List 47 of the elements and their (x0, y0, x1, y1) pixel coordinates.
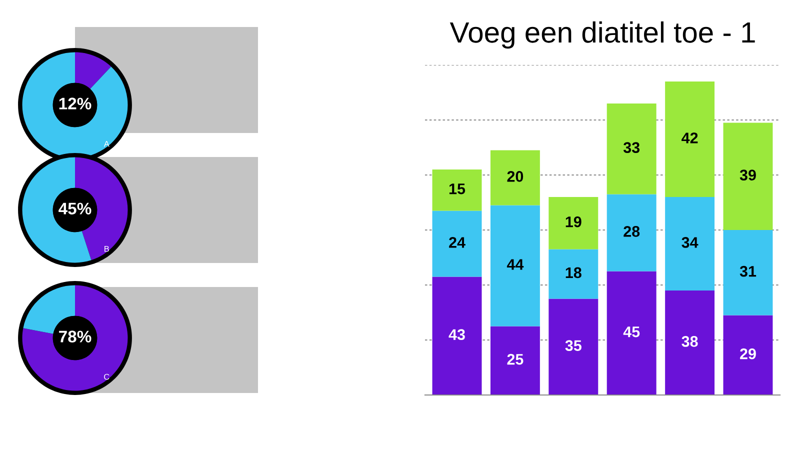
data-label: 20 (507, 171, 524, 182)
bar (548, 197, 598, 250)
bar (606, 194, 656, 272)
data-label: 24 (449, 237, 466, 248)
bar (665, 197, 715, 290)
donut-slice (22, 52, 128, 158)
bar (548, 249, 598, 299)
donut-slice (22, 285, 128, 391)
bar (606, 271, 656, 395)
data-label: 45 (623, 326, 640, 338)
data-label: 34 (682, 237, 698, 248)
text: B (104, 246, 109, 252)
data-label: 19 (566, 216, 582, 228)
bar (606, 104, 656, 194)
data-label: 28 (624, 226, 640, 237)
data-label: 15 (449, 184, 466, 194)
bar (432, 276, 482, 395)
text: 12% (59, 98, 92, 110)
text: A (104, 140, 110, 147)
data-label: 39 (740, 170, 756, 180)
bar (432, 170, 482, 211)
bar (723, 230, 773, 316)
donut-slice (75, 52, 112, 89)
bar (665, 290, 715, 395)
data-label: 31 (740, 266, 756, 277)
donut-slice (22, 157, 92, 263)
data-label: 43 (448, 329, 465, 340)
text: 78% (59, 330, 92, 342)
data-label: 38 (682, 336, 698, 347)
bar (490, 150, 540, 206)
chart-title: Voeg een diatitel toe - 1 (450, 21, 755, 49)
bar (723, 122, 773, 230)
bar (665, 82, 715, 197)
data-label: 29 (740, 348, 756, 360)
bar (723, 315, 773, 395)
text: 45% (58, 202, 92, 214)
bar (548, 298, 598, 395)
data-label: 42 (682, 132, 698, 144)
bar (490, 205, 540, 326)
bar (432, 210, 482, 277)
data-label: 33 (623, 142, 640, 153)
text: C (104, 374, 110, 380)
bar (490, 326, 540, 395)
data-label: 35 (565, 340, 582, 351)
data-label: 25 (507, 354, 524, 365)
data-label: 18 (566, 267, 582, 278)
data-label: 44 (506, 259, 524, 270)
